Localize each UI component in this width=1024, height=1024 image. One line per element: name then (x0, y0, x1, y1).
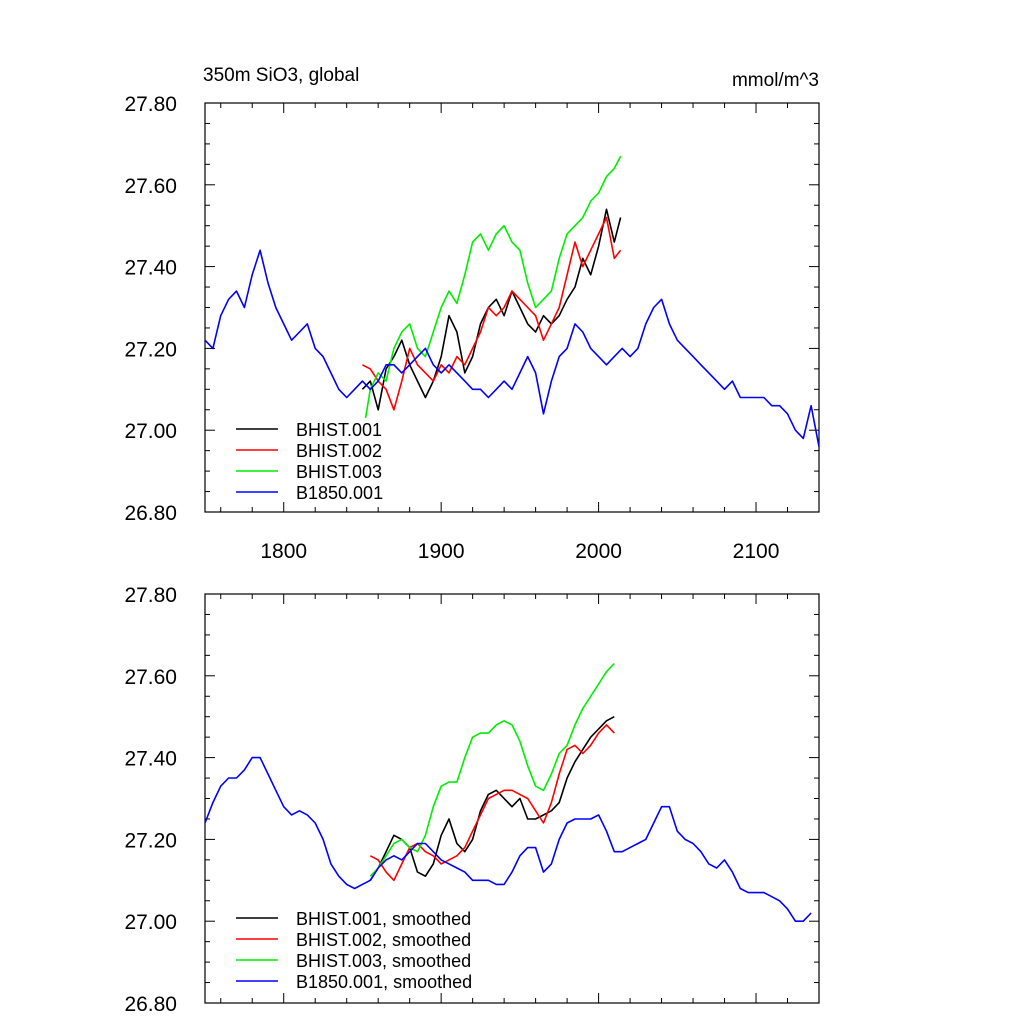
units-label: mmol/m^3 (732, 70, 819, 91)
legend-label: BHIST.003 (296, 462, 382, 482)
series-line-4 (204, 249, 820, 447)
x-tick-label: 1800 (260, 540, 307, 563)
y-tick-label: 27.80 (124, 93, 177, 116)
y-tick-label: 27.20 (124, 338, 177, 361)
x-tick-label: 2100 (733, 540, 780, 563)
series-line-2 (369, 724, 615, 882)
legend-label: BHIST.002 (296, 441, 382, 461)
y-tick-label: 27.60 (124, 175, 177, 198)
series-line-4 (204, 756, 812, 923)
legend-label: BHIST.001 (296, 420, 382, 440)
series-line-3 (364, 155, 622, 419)
y-tick-label: 27.20 (124, 829, 177, 852)
x-tick-label: 1900 (418, 540, 465, 563)
legend-label: BHIST.002, smoothed (296, 930, 471, 950)
series-line-1 (369, 715, 615, 881)
legend-label: BHIST.003, smoothed (296, 951, 471, 971)
legend-label: BHIST.001, smoothed (296, 909, 471, 929)
x-tick-label: 2000 (575, 540, 622, 563)
legend-label: B1850.001, smoothed (296, 972, 472, 992)
series-line-2 (362, 216, 622, 411)
top-panel: 350m SiO3, global mmol/m^3 26.80 27.00 27.… (124, 65, 820, 563)
series-line-3 (369, 662, 615, 877)
series-line-1 (361, 208, 622, 411)
bottom-panel: 26.80 27.00 27.20 27.40 27.60 27.80 BHIST.001,… (124, 584, 820, 1016)
chart-title: 350m SiO3, global (203, 65, 359, 86)
y-tick-label: 26.80 (124, 502, 177, 525)
legend-label: B1850.001 (296, 483, 383, 503)
y-tick-label: 27.40 (124, 748, 177, 771)
y-tick-label: 26.80 (124, 993, 177, 1016)
y-tick-label: 27.80 (124, 584, 177, 607)
y-tick-label: 27.00 (124, 420, 177, 443)
y-tick-label: 27.40 (124, 257, 177, 280)
y-tick-label: 27.60 (124, 666, 177, 689)
y-tick-label: 27.00 (124, 911, 177, 934)
